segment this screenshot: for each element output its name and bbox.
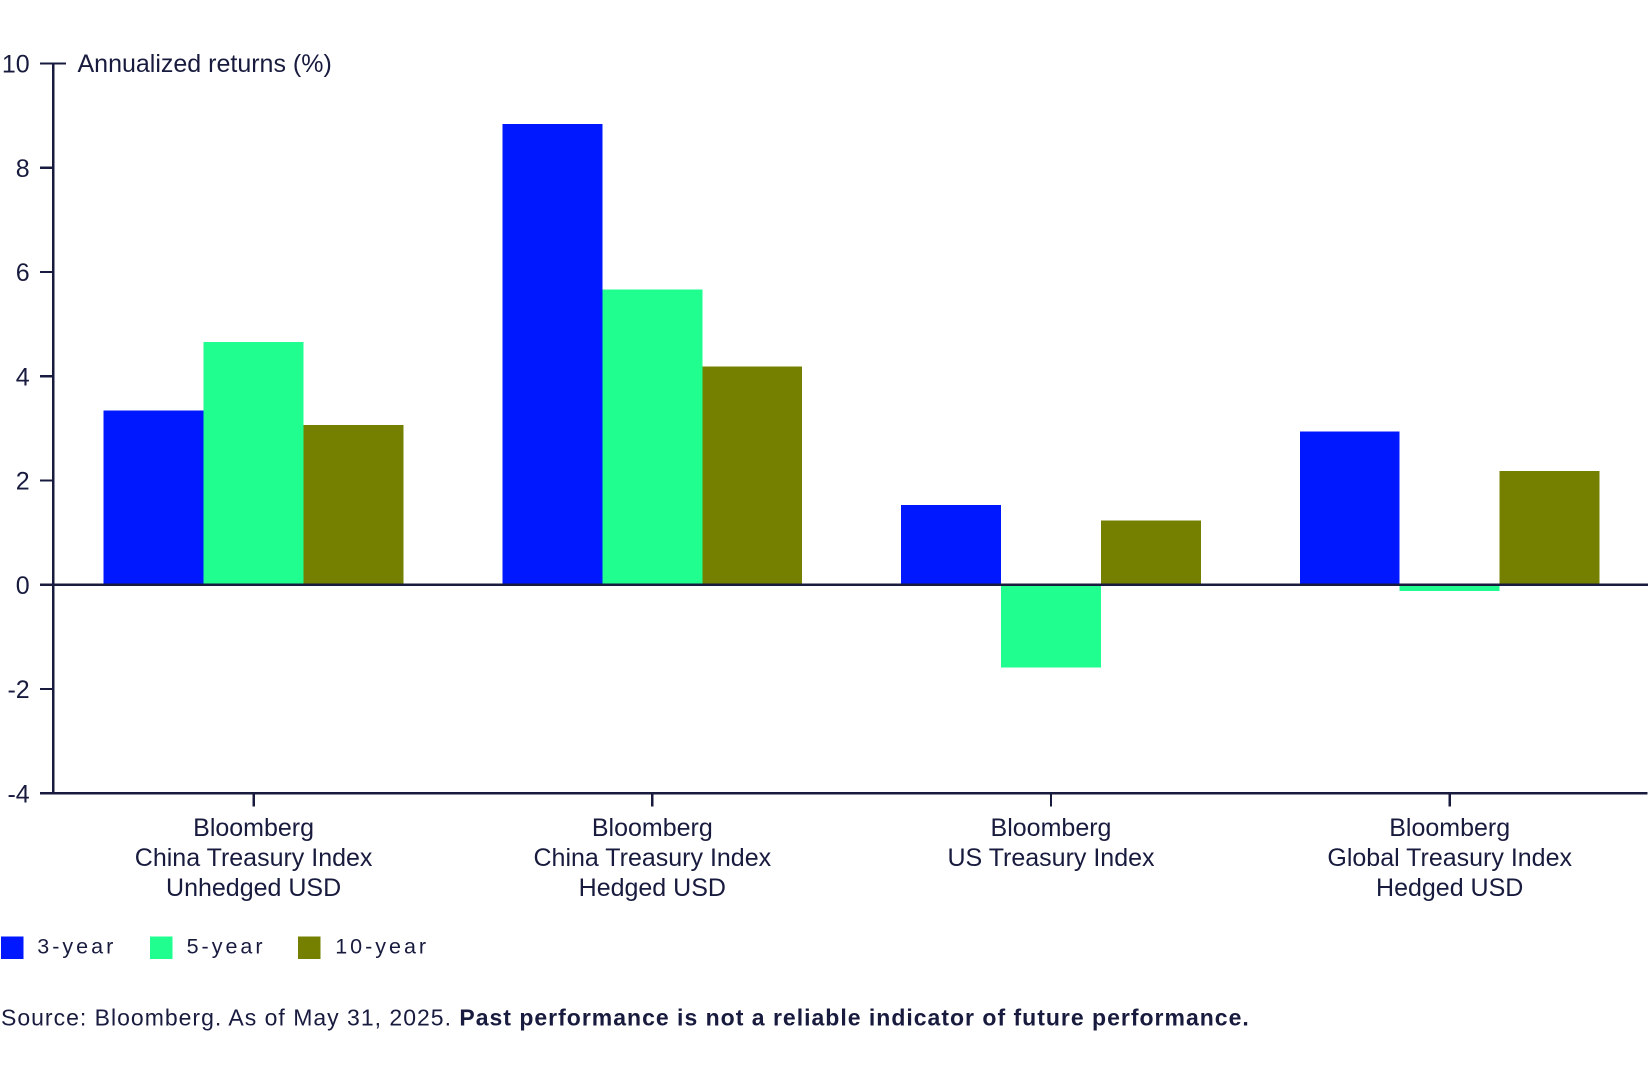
svg-text:Hedged USD: Hedged USD [579, 874, 726, 902]
svg-text:3-year: 3-year [37, 935, 116, 959]
svg-text:10: 10 [2, 51, 30, 79]
svg-text:10-year: 10-year [335, 935, 429, 959]
svg-text:4: 4 [16, 363, 30, 391]
svg-text:-4: -4 [7, 780, 29, 808]
svg-text:Global Treasury Index: Global Treasury Index [1327, 844, 1572, 872]
svg-text:Source: Bloomberg. As of May 3: Source: Bloomberg. As of May 31, 2025. P… [1, 1005, 1250, 1031]
svg-text:5-year: 5-year [187, 935, 266, 959]
svg-text:0: 0 [16, 572, 30, 600]
svg-text:-2: -2 [7, 676, 29, 704]
svg-text:2: 2 [16, 468, 30, 496]
svg-text:Unhedged USD: Unhedged USD [166, 874, 341, 902]
svg-text:Bloomberg: Bloomberg [193, 814, 314, 842]
svg-text:Bloomberg: Bloomberg [991, 814, 1112, 842]
svg-text:US Treasury Index: US Treasury Index [947, 844, 1155, 872]
svg-text:Bloomberg: Bloomberg [592, 814, 713, 842]
svg-text:8: 8 [16, 155, 30, 183]
svg-text:China Treasury Index: China Treasury Index [135, 844, 373, 872]
svg-text:Bloomberg: Bloomberg [1389, 814, 1510, 842]
svg-text:6: 6 [16, 259, 30, 287]
svg-text:Annualized returns (%): Annualized returns (%) [78, 50, 332, 78]
svg-text:Hedged USD: Hedged USD [1376, 874, 1523, 902]
svg-text:China Treasury Index: China Treasury Index [533, 844, 771, 872]
